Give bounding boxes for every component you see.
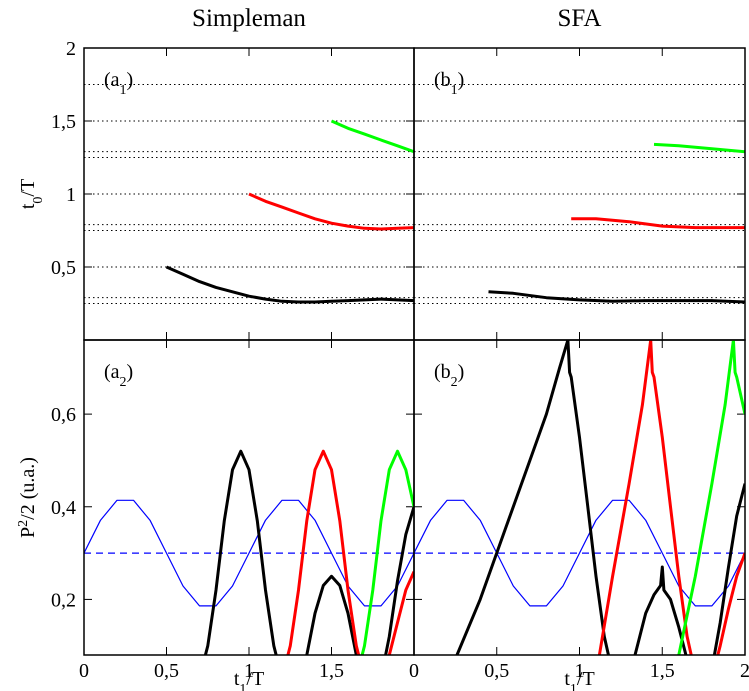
subscript: 2 [451,375,458,390]
series-line [488,290,745,304]
plot-frame [413,339,746,656]
label-part: /T [246,668,264,690]
series-line [571,217,745,230]
y-tick-label: 0,6 [51,404,76,426]
column-title: Simpleman [192,5,306,32]
subscript: 2 [120,375,127,390]
x-tick-label: 1,5 [319,660,344,682]
panel: SFA (b1) [413,5,746,341]
series-line [653,142,745,154]
label-part: ) [458,69,465,91]
label: (b1) [434,69,464,98]
label: t1/T [564,668,594,691]
x-tick-label: 1,5 [650,660,675,682]
series-line [677,340,745,655]
y-tick-label: 0,5 [51,257,76,279]
series-line [84,499,414,607]
label: P2/2 (u.a.) [16,457,40,538]
label-part: ) [127,361,134,383]
x-tick-label: 0 [409,660,419,682]
label-part: ) [458,361,465,383]
series-line [455,340,745,655]
label-part: t [234,668,240,690]
series-line [165,265,414,304]
series-line [286,449,414,655]
subscript: 2 [16,520,31,527]
series-line [203,449,414,655]
label-part: (b [434,361,451,383]
subscript: 0 [31,197,46,204]
label: (a1) [104,69,133,98]
subscript: 1 [570,682,577,691]
column-title: SFA [557,5,601,32]
x-tick-label: 0,5 [154,660,179,682]
label-part: (b [434,69,451,91]
series-line [248,192,414,231]
label: (b2) [434,361,464,390]
y-tick-label: 1 [66,184,76,206]
x-tick-label: 1 [575,660,585,682]
label-part: (a [104,361,120,383]
label-part: /2 (u.a.) [17,457,39,520]
y-tick-label: 0,4 [51,497,76,519]
label: t0/T [17,179,46,209]
series-line [360,449,414,655]
label-part: /T [17,179,39,197]
x-tick-label: 0,5 [484,660,509,682]
subscript: 1 [120,83,127,98]
x-tick-label: 0 [79,660,89,682]
panel: 0 0,5 1 1,50,20,40,6(a2)P2/2 (u.a.)t1/T [16,339,415,691]
label-part: (a [104,69,120,91]
label-part: P [17,527,39,538]
panel: 0 0,5 1 1,5 2(b2)t1/T [409,339,749,691]
y-tick-label: 2 [66,38,76,60]
series-line [597,340,745,655]
y-tick-label: 0,2 [51,589,76,611]
plot-frame [83,339,415,656]
x-tick-label: 2 [740,660,749,682]
label: t1/T [234,668,264,691]
x-tick-label: 1 [244,660,254,682]
label-part: t [17,203,39,209]
label-part: /T [577,668,595,690]
y-tick-label: 1,5 [51,111,76,133]
label-part: ) [127,69,134,91]
subscript: 1 [239,682,246,691]
label-part: t [564,668,570,690]
series-line [330,119,414,154]
label: (a2) [104,361,133,390]
subscript: 1 [451,83,458,98]
